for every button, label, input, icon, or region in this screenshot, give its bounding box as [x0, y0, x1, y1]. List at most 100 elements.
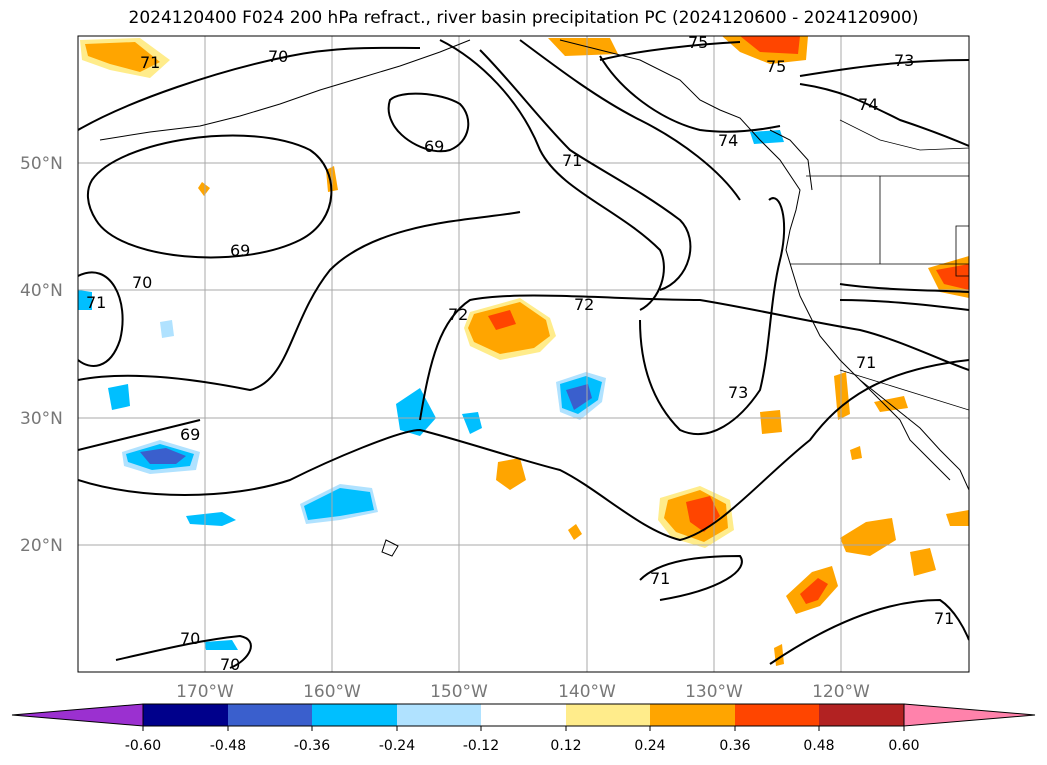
shade-positive-tiny3	[568, 524, 582, 540]
contour-label: 70	[132, 273, 152, 292]
contour-70-west	[78, 271, 124, 367]
lat-label: 20°N	[20, 536, 63, 556]
contour-label: 75	[688, 33, 708, 52]
colorbar-tick-label: -0.12	[463, 738, 499, 754]
colorbar-extend-low	[11, 703, 144, 727]
shade-negative-c1-core	[304, 488, 374, 520]
contour-74-ne	[799, 83, 969, 147]
contour-label: 70	[268, 47, 288, 66]
contour-72	[419, 294, 969, 421]
shade-negative-w1-dark	[140, 448, 186, 464]
shade-positive-tiny2	[198, 182, 210, 196]
shade-positive-sw-small	[496, 458, 526, 490]
contour-label: 74	[858, 95, 878, 114]
colorbar-tick-label: -0.60	[125, 738, 161, 754]
contour-label: 71	[562, 151, 582, 170]
shade-negative-c6	[78, 290, 92, 310]
shade-positive-se-2	[840, 518, 896, 556]
contour-69-south	[78, 419, 201, 451]
colorbar-tick-label: 0.60	[888, 738, 919, 754]
colorbar-bin	[566, 704, 650, 726]
contour-labels: 70 71 75 75 73 74 69 71 74 69 70 71 72 7…	[86, 33, 954, 674]
contour-70-south	[115, 634, 252, 669]
colorbar-tick-label: 0.48	[803, 738, 834, 754]
shade-positive-tiny5	[850, 446, 862, 460]
contour-label: 71	[650, 569, 670, 588]
lon-label: 130°W	[685, 682, 743, 702]
shade-positive-east-red	[936, 264, 969, 290]
lat-label: 30°N	[20, 409, 63, 429]
contour-label: 71	[86, 293, 106, 312]
colorbar-bin	[312, 704, 397, 726]
shade-positive-se-3	[910, 548, 936, 576]
shade-positive-se-1-red	[800, 578, 828, 604]
contour-label: 71	[856, 353, 876, 372]
contour-73-ne	[799, 59, 969, 77]
shade-negative-c9	[160, 320, 174, 338]
latitude-labels: 50°N 40°N 30°N 20°N	[20, 154, 63, 556]
contour-label: 70	[180, 629, 200, 648]
contour-71-a	[439, 39, 665, 311]
colorbar-tick-label: -0.36	[294, 738, 330, 754]
contour-inner-b	[519, 39, 741, 201]
shade-positive-center-core	[468, 302, 550, 354]
shading-layer	[78, 36, 969, 666]
shade-negative-w2	[108, 384, 130, 410]
shade-positive-n1	[548, 38, 618, 56]
contour-71-south	[78, 359, 969, 542]
shade-positive-coast	[834, 372, 850, 420]
shade-positive-center-red	[488, 310, 516, 330]
contour-70-north	[78, 46, 421, 131]
contour-71-far-se	[769, 598, 969, 665]
contour-label: 69	[424, 137, 444, 156]
contour-71-se	[639, 554, 743, 601]
longitude-labels: 170°W 160°W 150°W 140°W 130°W 120°W	[176, 682, 870, 702]
colorbar-extend-high	[903, 703, 1036, 727]
colorbar-bin	[650, 704, 735, 726]
lon-label: 170°W	[176, 682, 234, 702]
shade-negative-c3-dark	[566, 384, 592, 410]
contour-75-b	[599, 55, 781, 133]
shade-positive-south-red	[686, 496, 720, 532]
lat-label: 50°N	[20, 154, 63, 174]
colorbar-frame	[142, 703, 905, 727]
colorbar-bin	[735, 704, 819, 726]
colorbar-bin	[397, 704, 481, 726]
shade-positive-sq	[760, 410, 782, 434]
shade-negative-c7	[750, 130, 784, 144]
colorbar-tick-label: -0.24	[379, 738, 415, 754]
contour-inner-a	[479, 49, 692, 291]
shade-negative-c4	[186, 512, 236, 526]
colorbar-tick-label: 0.36	[719, 738, 750, 754]
shade-positive-nw-core	[85, 42, 160, 72]
contour-75-ne	[599, 41, 741, 61]
contour-label: 71	[140, 53, 160, 72]
colorbar-bin	[481, 704, 566, 726]
contour-label: 72	[574, 295, 594, 314]
contour-label: 70	[220, 655, 240, 674]
contour-label: 72	[448, 305, 468, 324]
graticule	[78, 36, 969, 672]
political-borders	[790, 119, 969, 411]
shade-positive-ne-core	[740, 36, 800, 54]
contour-label: 74	[718, 131, 738, 150]
contour-73	[639, 197, 786, 436]
map-frame	[77, 35, 970, 673]
lat-label: 40°N	[20, 281, 63, 301]
lon-label: 160°W	[303, 682, 361, 702]
contour-far-se2	[839, 299, 969, 311]
contour-label: 69	[230, 241, 250, 260]
colorbar-tick-label: 0.12	[550, 738, 581, 754]
colorbar-tick-label: -0.48	[210, 738, 246, 754]
contour-far-se3	[839, 283, 969, 293]
shade-negative-c2	[396, 388, 436, 436]
contour-69-north	[387, 92, 470, 153]
lon-label: 140°W	[558, 682, 616, 702]
chart-title: 2024120400 F024 200 hPa refract., river …	[128, 8, 919, 28]
colorbar-ticks	[142, 726, 905, 731]
contour-69-west	[86, 134, 333, 259]
shade-positive-tiny4	[946, 510, 969, 526]
contour-label: 73	[894, 51, 914, 70]
contours	[78, 39, 969, 669]
